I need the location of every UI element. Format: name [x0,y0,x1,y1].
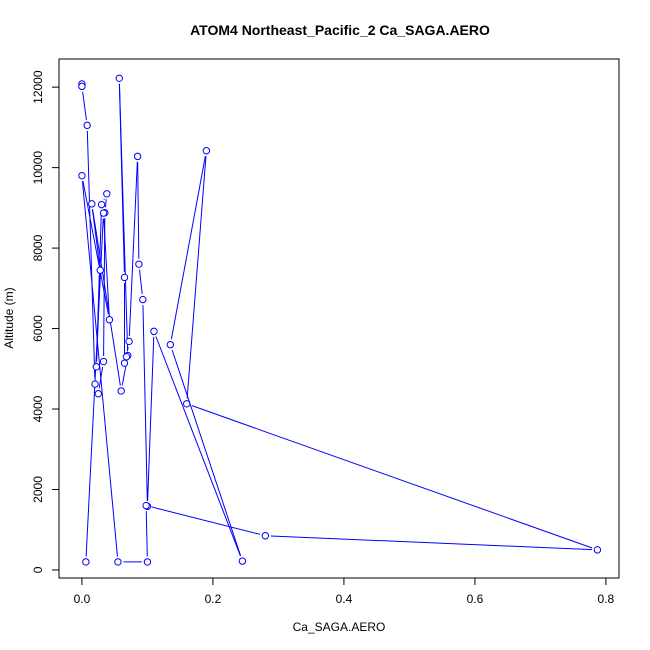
series-segment [145,511,148,557]
data-point [125,337,133,346]
series-segment [82,91,87,120]
data-point [120,359,129,367]
chart-title: ATOM4 Northeast_Pacific_2 Ca_SAGA.AERO [190,22,490,38]
series-segment [270,535,592,551]
data-point [88,200,96,208]
data-point [117,387,125,395]
series-segment [186,156,207,399]
data-point [238,557,247,565]
data-series [78,74,602,566]
data-point [135,260,143,268]
data-point [120,273,129,282]
data-point [183,400,191,408]
series-segment [92,209,121,386]
y-tick-label: 6000 [31,315,45,342]
data-point [97,200,106,209]
series-segment [128,161,138,336]
data-point [103,190,111,198]
data-point [133,152,142,161]
x-axis: 0.0 0.2 0.4 0.6 0.8 [74,577,615,606]
series-segment [82,180,109,315]
y-axis-label: Altitude (m) [2,287,16,348]
x-tick-label: 0.2 [205,592,222,606]
series-segment [137,161,140,259]
series-segment [86,130,96,379]
y-tick-label: 12000 [31,70,45,104]
series-segment [155,336,241,557]
x-axis-label: Ca_SAGA.AERO [293,620,386,634]
data-point [78,82,86,91]
series-segment [126,346,129,352]
series-segment [191,405,593,549]
data-point [202,147,211,155]
data-point [105,316,114,324]
data-point [82,558,90,566]
series-segment [142,305,148,501]
data-point [78,171,86,180]
y-axis: 0 2000 4000 6000 8000 10000 12000 [31,70,60,573]
data-point [166,340,175,349]
y-tick-label: 10000 [31,151,45,185]
data-point [122,353,131,361]
series-segment [139,269,143,295]
data-point [593,546,602,554]
x-tick-label: 0.4 [336,592,353,606]
data-point [96,266,104,274]
data-point [150,327,158,336]
data-point [94,390,102,398]
series-segment [151,506,261,535]
y-tick-label: 2000 [31,476,45,503]
data-point [99,209,108,217]
series-segment [171,349,242,557]
x-tick-label: 0.6 [467,592,484,606]
series-segment [104,199,107,208]
x-tick-label: 0.8 [598,592,615,606]
series-segment [118,83,125,272]
series-segment [170,156,206,340]
data-point [92,363,101,371]
data-point [91,380,99,388]
x-tick-label: 0.0 [74,592,91,606]
data-point [115,74,123,83]
series-segment [81,181,118,557]
y-tick-label: 4000 [31,395,45,422]
series-segment [103,218,110,315]
data-point [83,121,91,130]
series-segment [147,336,155,501]
data-point [139,295,147,304]
data-point [99,357,108,366]
y-tick-label: 0 [31,566,45,573]
data-point [261,532,270,540]
y-tick-label: 8000 [31,234,45,261]
data-point [142,501,150,510]
data-point [114,558,122,566]
data-point [143,558,152,566]
